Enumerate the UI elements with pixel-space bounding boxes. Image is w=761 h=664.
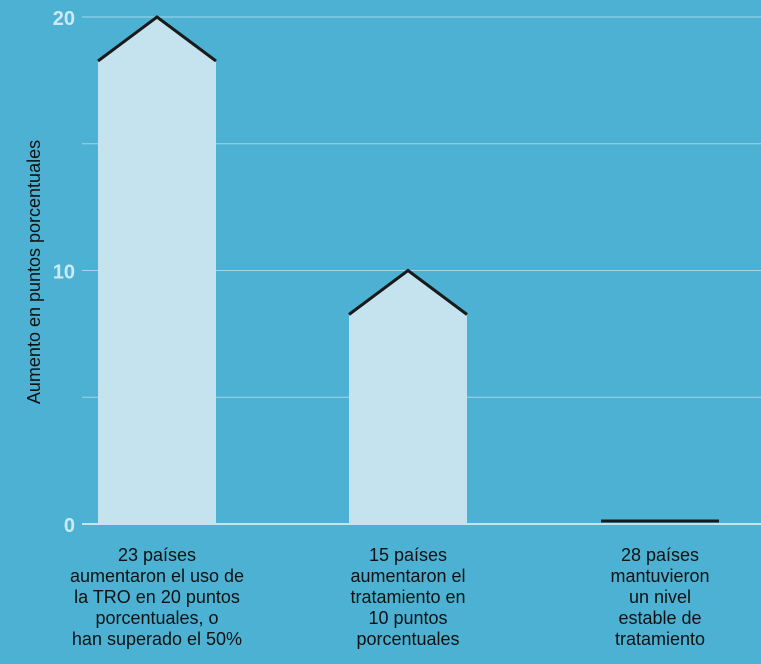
x-category-label-line: estable de [618,608,702,628]
x-category-label-line: la TRO en 20 puntos [74,587,240,607]
x-category-label-line: mantuvieron [610,566,710,586]
x-category-label-line: 23 países [117,545,197,565]
x-category-label-line: 28 países [620,545,700,565]
y-axis-label: Aumento en puntos porcentuales [24,140,44,404]
y-tick-label: 20 [53,8,75,30]
bar-cap [97,15,217,63]
y-tick-labels: 0 10 20 [53,8,75,537]
y-tick-label: 10 [53,262,75,284]
x-category-label: 15 países aumentaron el tratamiento en 10 p… [308,545,508,650]
bars [97,15,719,524]
x-category-label-line: aumentaron el [350,566,466,586]
x-category-label-line: 10 puntos [368,608,448,628]
x-category-label-line: 15 países [368,545,448,565]
x-category-label-line: han superado el 50% [71,629,243,649]
y-tick-label: 0 [64,515,75,537]
x-category-label-line: porcentuales, o [95,608,219,628]
bar-cap [348,268,468,316]
x-category-label-line: aumentaron el uso de [69,566,245,586]
x-category-label-line: tratamiento en [350,587,466,607]
bar [349,270,467,524]
x-category-label-line: un nivel [628,587,692,607]
x-category-label: 28 países mantuvieron un nivel estable de tr… [560,545,760,650]
x-category-label-line: tratamiento [614,629,706,649]
bar [98,17,216,524]
x-category-label: 23 países aumentaron el uso de la TRO en 2… [57,545,257,650]
x-category-label-line: porcentuales [356,629,460,649]
